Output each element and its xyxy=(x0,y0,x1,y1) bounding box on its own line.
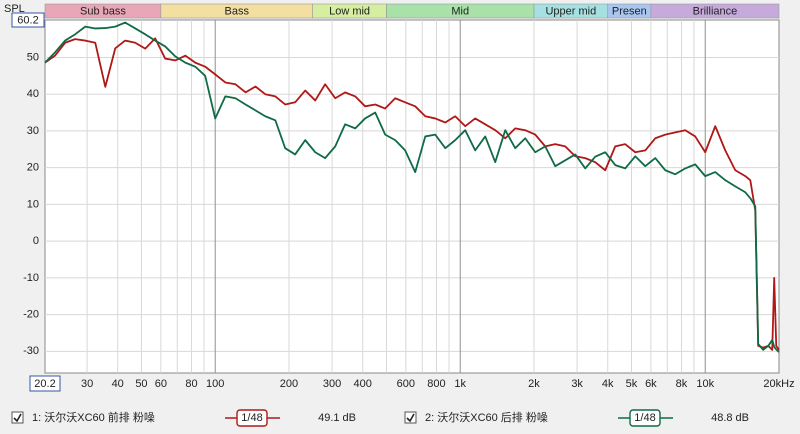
x-tick-label: 300 xyxy=(323,378,341,390)
y-axis-label: SPL xyxy=(4,3,25,15)
legend-checkbox[interactable] xyxy=(404,411,417,424)
y-tick-label: -20 xyxy=(23,309,39,321)
x-tick-label: 40 xyxy=(112,378,124,390)
legend-smoothing-box[interactable] xyxy=(236,409,268,427)
y-tick-label: -10 xyxy=(23,272,39,284)
x-tick-label: 100 xyxy=(206,378,224,390)
x-limit[interactable]: 20.2 xyxy=(34,378,55,390)
x-tick-label: 400 xyxy=(354,378,372,390)
legend-level: 48.8 dB xyxy=(711,412,749,424)
x-tick-label: 30 xyxy=(81,378,93,390)
band-label: Sub bass xyxy=(80,5,126,17)
y-tick-label: 50 xyxy=(27,51,39,63)
legend-level: 49.1 dB xyxy=(318,412,356,424)
y-tick-label: 40 xyxy=(27,88,39,100)
band-label: Bass xyxy=(225,5,250,17)
x-tick-label: 50 xyxy=(135,378,147,390)
x-tick-label: 60 xyxy=(155,378,167,390)
series-line xyxy=(44,37,780,351)
legend-check xyxy=(406,413,415,423)
y-limit-box[interactable] xyxy=(11,12,45,28)
grid xyxy=(45,20,779,373)
series-line xyxy=(44,21,780,353)
y-tick-label: 30 xyxy=(27,125,39,137)
legend-name: 2: 沃尔沃XC60 后排 粉噪 xyxy=(425,410,548,424)
band-label: Upper mid xyxy=(545,5,596,17)
y-tick-label: -30 xyxy=(23,345,39,357)
band-label: Mid xyxy=(451,5,469,17)
x-tick-label: 1k xyxy=(454,378,466,390)
x-tick-label: 6k xyxy=(645,378,657,390)
legend-checkbox[interactable] xyxy=(11,411,24,424)
legend-smoothing[interactable]: 1/48 xyxy=(634,412,655,424)
lines xyxy=(44,21,780,353)
band-bar: Sub bass Bass Low mid Mid Upper mid Presen Bri… xyxy=(44,3,780,19)
band xyxy=(650,3,780,19)
y-tick-label: 10 xyxy=(27,198,39,210)
band-label: Presen xyxy=(612,5,647,17)
legend: 1: 沃尔沃XC60 前排 粉噪 1/48 49.1 dB 2: 沃尔沃XC60 后排… xyxy=(11,409,749,427)
legend-name: 1: 沃尔沃XC60 前排 粉噪 xyxy=(32,410,155,424)
legend-smoothing-box[interactable] xyxy=(629,409,661,427)
x-tick-label: 80 xyxy=(185,378,197,390)
legend-check xyxy=(13,413,22,423)
y-tick-label: 20 xyxy=(27,162,39,174)
x-tick-label: 8k xyxy=(676,378,688,390)
x-limit-box[interactable] xyxy=(29,375,61,392)
x-tick-label: 20kHz xyxy=(763,378,794,390)
x-tick-label: 2k xyxy=(528,378,540,390)
plot-area xyxy=(44,19,780,374)
x-tick-label: 200 xyxy=(280,378,298,390)
x-tick-label: 600 xyxy=(397,378,415,390)
x-tick-label: 10k xyxy=(696,378,714,390)
band-label: Brilliance xyxy=(693,5,738,17)
y-limit[interactable]: 60.2 xyxy=(17,14,38,26)
band-label: Low mid xyxy=(329,5,370,17)
x-tick-label: 5k xyxy=(626,378,638,390)
y-tick-label: 0 xyxy=(33,235,39,247)
legend-smoothing[interactable]: 1/48 xyxy=(241,412,262,424)
x-tick-label: 3k xyxy=(571,378,583,390)
x-tick-label: 800 xyxy=(427,378,445,390)
x-tick-label: 4k xyxy=(602,378,614,390)
